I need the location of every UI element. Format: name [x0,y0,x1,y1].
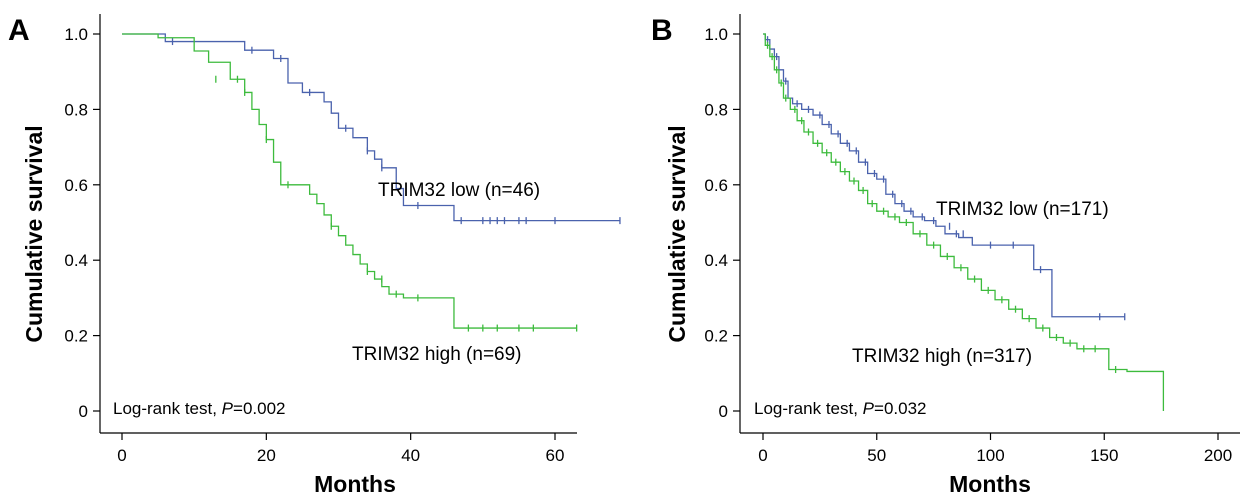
panel-a-p-value: =0.002 [233,399,285,418]
panel-b-chart: B Cumulative survival Months 00.20.40.60… [651,14,1240,497]
panel-b-p-value: =0.032 [874,399,926,418]
panel-b-y-tick-label: 0.2 [704,327,728,346]
panel-b-y-tick-label: 0 [719,402,728,421]
panel-b-y-tick-label: 0.4 [704,251,728,270]
panel-b-y-tick-label: 0.8 [704,100,728,119]
panel-a-p-symbol: P [222,399,234,418]
panel-b-high-survival-line [763,33,1165,411]
panel-a-y-tick-label: 0 [79,402,88,421]
panel-b-x-tick-label: 100 [976,446,1004,465]
panel-a-x-tick-label: 20 [257,446,276,465]
panel-b-p-symbol: P [863,399,875,418]
panel-a-x-axis-title: Months [314,471,396,497]
panel-b-low-survival-line [763,33,1125,318]
panel-a-ticks: 0 0.2 0.4 0.6 0.8 1.0 0 20 40 60 [64,25,564,465]
panel-a-low-survival-line [122,33,620,222]
panel-b-high-label: TRIM32 high (n=317) [852,346,1032,367]
panel-a-x-tick-label: 60 [546,446,565,465]
panel-b-x-tick-label: 0 [758,446,767,465]
panel-a-logrank-annotation: Log-rank test, P=0.002 [113,399,286,418]
panel-b-letter: B [651,14,673,47]
panel-a-y-tick-label: 1.0 [64,25,88,44]
panel-a-y-tick-label: 0.6 [64,176,88,195]
panel-a-curves [122,33,621,332]
panel-a-high-label: TRIM32 high (n=69) [352,344,522,365]
panel-a-chart: A Cumulative survival Months 00.20.40.60… [8,14,621,497]
panel-b-y-tick-label: 1.0 [704,25,728,44]
panel-b-x-tick-label: 150 [1090,446,1118,465]
panel-a-axes [99,14,577,434]
panel-a-y-axis-title: Cumulative survival [21,125,47,342]
panel-b-y-tick-label: 0.6 [704,176,728,195]
panel-a-letter: A [8,14,30,47]
panel-a-x-tick-label: 40 [401,446,420,465]
panel-a-logrank-prefix: Log-rank test, [113,399,222,418]
panel-a-high-survival-line [122,33,577,329]
panel-b-x-axis-title: Months [949,471,1031,497]
panel-b-curves [763,33,1165,411]
panel-a-low-label: TRIM32 low (n=46) [378,180,540,201]
panel-b-logrank-annotation: Log-rank test, P=0.032 [754,399,927,418]
panel-b-logrank-prefix: Log-rank test, [754,399,863,418]
panel-b-low-label: TRIM32 low (n=171) [936,199,1109,220]
panel-a-y-tick-label: 0.4 [64,251,88,270]
panel-a-y-tick-label: 0.2 [64,327,88,346]
panel-b-x-tick-label: 200 [1204,446,1232,465]
panel-b-y-axis-title: Cumulative survival [664,125,690,342]
panel-b-ticks: 0 0.2 0.4 0.6 0.8 1.0 0 50 100 150 200 [704,25,1232,465]
panel-a-x-tick-label: 0 [117,446,126,465]
panel-a-y-tick-label: 0.8 [64,100,88,119]
panel-b-x-tick-label: 50 [867,446,886,465]
panel-b-axes [739,14,1240,434]
